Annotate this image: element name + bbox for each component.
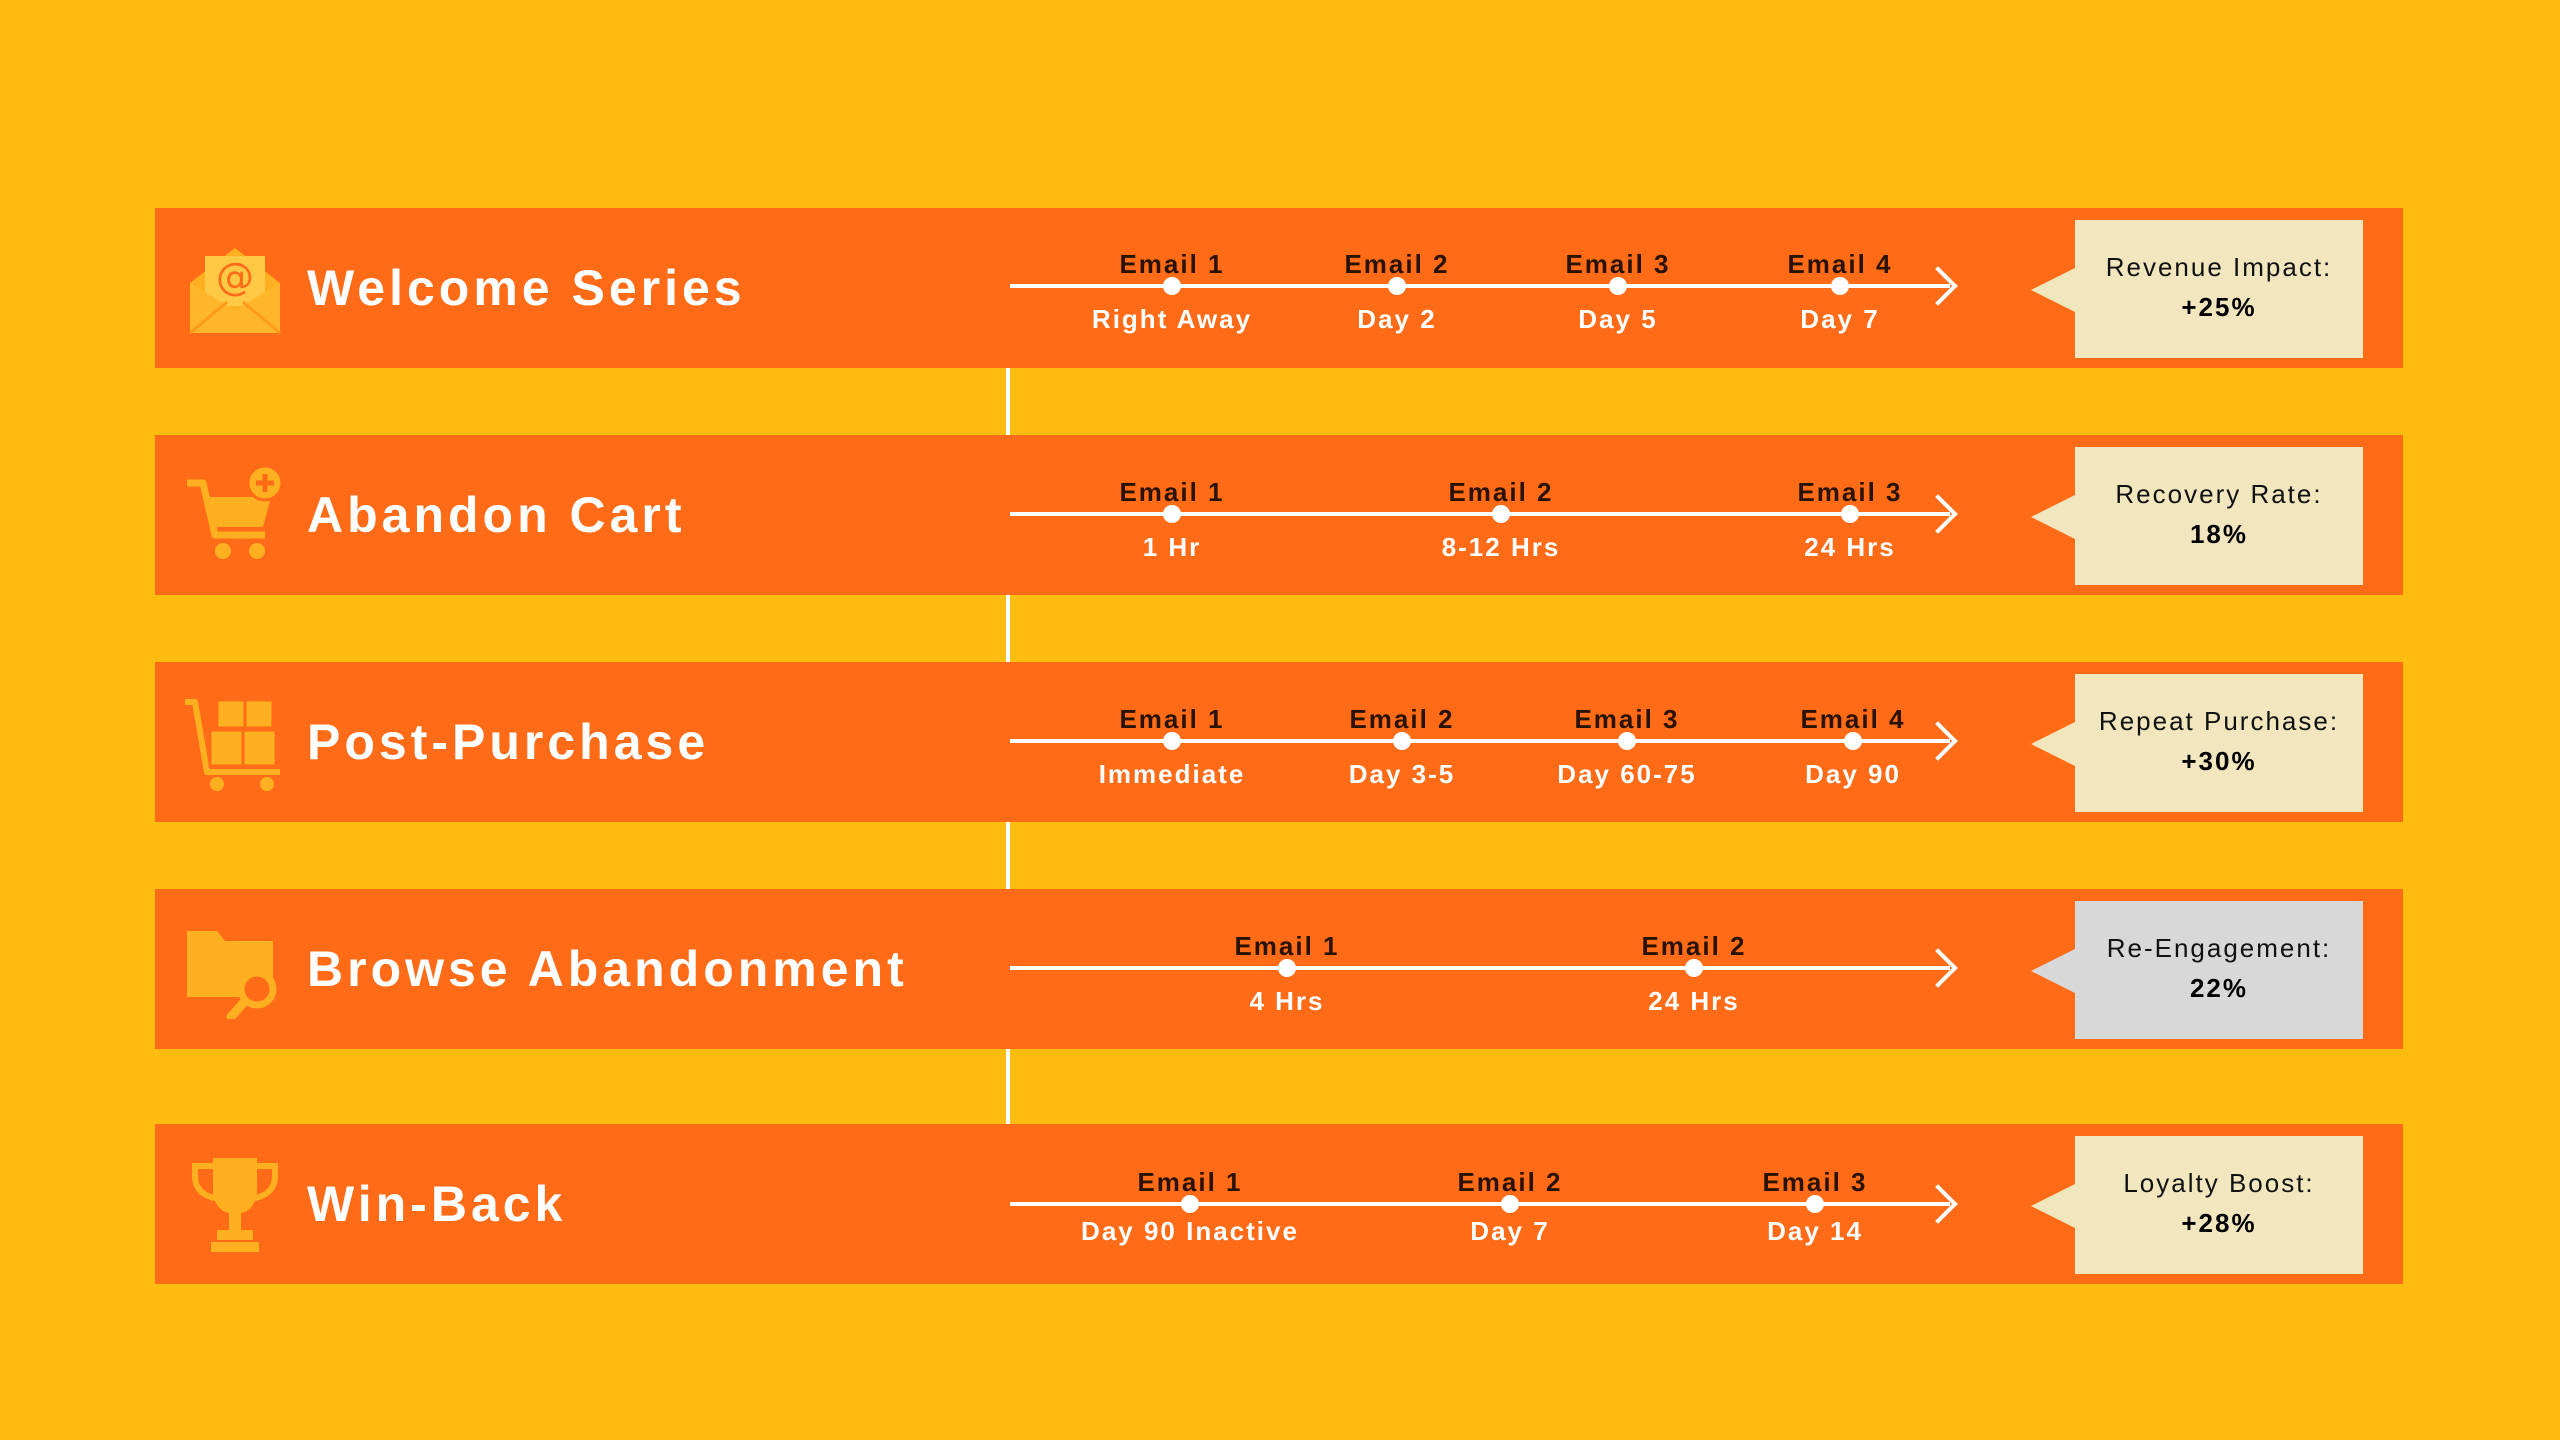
step-timing-label: Day 7 — [1470, 1216, 1550, 1246]
flow-title: Browse Abandonment — [307, 941, 908, 997]
timeline-dot — [1163, 277, 1181, 295]
metric-value: +25% — [2181, 291, 2257, 322]
timeline-dot — [1163, 732, 1181, 750]
step-email-label: Email 2 — [1641, 931, 1747, 961]
timeline-dot — [1844, 732, 1862, 750]
step-email-label: Email 4 — [1787, 249, 1893, 279]
step-email-label: Email 2 — [1349, 704, 1455, 734]
timeline-line — [1010, 512, 1950, 516]
step-email-label: Email 2 — [1457, 1167, 1563, 1197]
step-timing-label: 24 Hrs — [1648, 986, 1740, 1016]
step-email-label: Email 3 — [1797, 477, 1903, 507]
timeline-dot — [1501, 1195, 1519, 1213]
metric-callout: Recovery Rate: 18% — [2031, 447, 2363, 585]
flow-title: Post-Purchase — [307, 714, 710, 770]
step-email-label: Email 1 — [1137, 1167, 1243, 1197]
step-timing-label: Right Away — [1091, 304, 1253, 334]
metric-label: Loyalty Boost: — [2123, 1168, 2315, 1198]
svg-text:@: @ — [216, 255, 254, 299]
step-timing-label: Day 14 — [1767, 1216, 1863, 1246]
step-timing-label: Day 90 Inactive — [1081, 1216, 1299, 1246]
timeline-dot — [1685, 959, 1703, 977]
step-timing-label: Day 60-75 — [1557, 759, 1697, 789]
step-email-label: Email 3 — [1565, 249, 1671, 279]
step-email-label: Email 4 — [1800, 704, 1906, 734]
timeline-line — [1010, 1202, 1950, 1206]
step-email-label: Email 1 — [1234, 931, 1340, 961]
metric-value: +30% — [2181, 745, 2257, 776]
metric-value: 18% — [2189, 518, 2249, 549]
timeline-dot — [1492, 505, 1510, 523]
cart-add-icon — [185, 465, 285, 565]
step-timing-label: Immediate — [1098, 759, 1246, 789]
step-timing-label: Day 2 — [1357, 304, 1437, 334]
timeline-dot — [1163, 505, 1181, 523]
step-timing-label: Day 3-5 — [1348, 759, 1456, 789]
step-timing-label: 1 Hr — [1142, 532, 1202, 562]
metric-callout: Repeat Purchase: +30% — [2031, 674, 2363, 812]
envelope-icon: @ — [185, 238, 285, 338]
trophy-icon — [185, 1154, 285, 1254]
step-timing-label: 4 Hrs — [1249, 986, 1325, 1016]
flow-row-abandon-cart: Abandon Cart Recovery Rate: 18% — [155, 435, 2403, 595]
step-email-label: Email 1 — [1119, 249, 1225, 279]
timeline-dot — [1609, 277, 1627, 295]
boxes-cart-icon — [185, 692, 285, 792]
flow-row-win-back: Win-Back Loyalty Boost: +28% — [155, 1124, 2403, 1284]
flow-title: Win-Back — [307, 1176, 567, 1232]
step-email-label: Email 3 — [1574, 704, 1680, 734]
step-email-label: Email 3 — [1762, 1167, 1868, 1197]
timeline-line — [1010, 284, 1950, 288]
metric-callout: Re-Engagement: 22% — [2031, 901, 2363, 1039]
timeline-dot — [1841, 505, 1859, 523]
metric-callout: Revenue Impact: +25% — [2031, 220, 2363, 358]
timeline-dot — [1278, 959, 1296, 977]
timeline-dot — [1806, 1195, 1824, 1213]
step-email-label: Email 2 — [1344, 249, 1450, 279]
metric-label: Revenue Impact: — [2105, 252, 2333, 282]
metric-value: 22% — [2189, 972, 2249, 1003]
step-timing-label: 24 Hrs — [1804, 532, 1896, 562]
flow-row-browse-abandonment: Browse Abandonment Re-Engagement: 22% — [155, 889, 2403, 1049]
metric-label: Recovery Rate: — [2115, 479, 2323, 509]
metric-label: Re-Engagement: — [2106, 933, 2332, 963]
timeline-line — [1010, 739, 1950, 743]
step-email-label: Email 1 — [1119, 477, 1225, 507]
folder-search-icon — [185, 919, 285, 1019]
step-timing-label: Day 5 — [1578, 304, 1658, 334]
timeline-dot — [1831, 277, 1849, 295]
timeline-line — [1010, 966, 1950, 970]
metric-callout: Loyalty Boost: +28% — [2031, 1136, 2363, 1274]
metric-label: Repeat Purchase: — [2098, 706, 2340, 736]
step-email-label: Email 1 — [1119, 704, 1225, 734]
step-timing-label: 8-12 Hrs — [1441, 532, 1561, 562]
step-email-label: Email 2 — [1448, 477, 1554, 507]
flow-title: Abandon Cart — [307, 487, 686, 543]
timeline-dot — [1618, 732, 1636, 750]
step-timing-label: Day 90 — [1805, 759, 1901, 789]
flow-title: Welcome Series — [307, 260, 746, 316]
timeline-dot — [1393, 732, 1411, 750]
step-timing-label: Day 7 — [1800, 304, 1880, 334]
timeline-dot — [1388, 277, 1406, 295]
metric-value: +28% — [2181, 1207, 2257, 1238]
timeline-dot — [1181, 1195, 1199, 1213]
flow-row-welcome-series: @ Welcome Series Revenue Impact: +25% — [155, 208, 2403, 368]
